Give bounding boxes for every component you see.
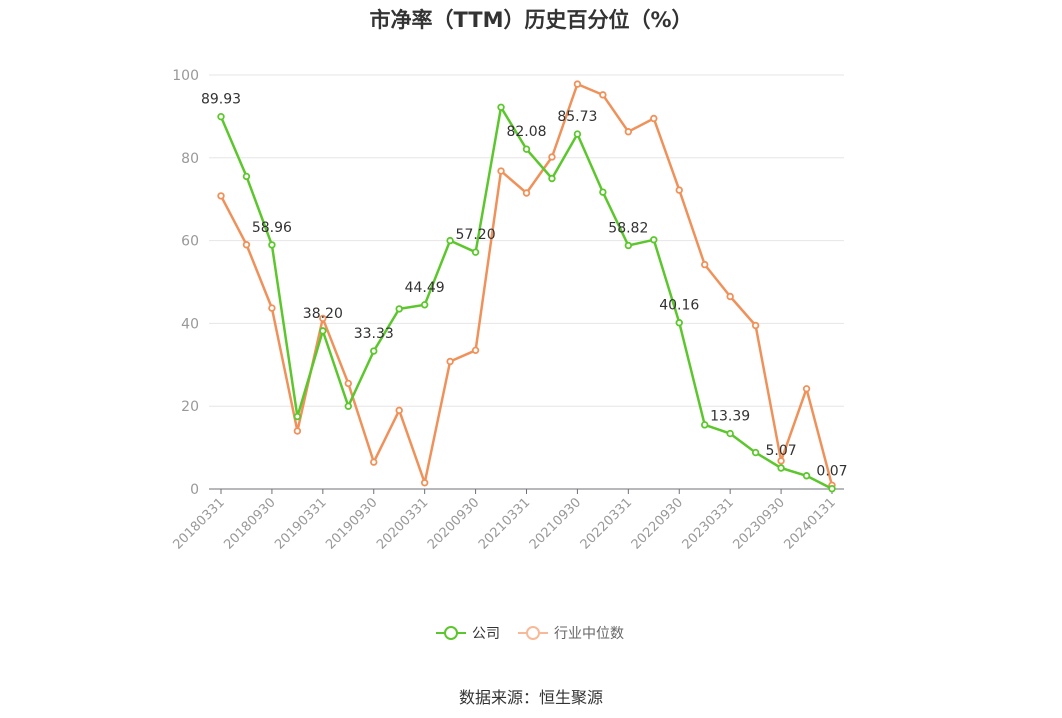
data-label: 85.73 (557, 109, 597, 125)
x-tick-label: 20220930 (629, 495, 686, 552)
data-label: 44.49 (405, 280, 445, 296)
data-point[interactable] (242, 241, 251, 249)
data-point[interactable] (420, 479, 429, 487)
data-point[interactable] (497, 103, 505, 111)
data-point[interactable] (319, 314, 327, 323)
data-point[interactable] (828, 485, 836, 493)
data-label: 5.07 (765, 443, 796, 459)
chart-title: 市净率（TTM）历史百分位（%） (369, 8, 693, 32)
x-tick-label: 20230930 (731, 495, 788, 552)
data-point[interactable] (650, 114, 658, 123)
x-tick-label: 20240131 (781, 495, 838, 552)
data-point[interactable] (802, 472, 811, 480)
legend-company-label: 公司 (472, 626, 500, 642)
x-tick-label: 20190930 (323, 495, 380, 552)
data-label: 0.07 (816, 464, 847, 480)
data-point[interactable] (293, 412, 302, 421)
data-point[interactable] (471, 248, 480, 256)
y-tick-label: 80 (181, 151, 199, 167)
data-label: 58.82 (608, 220, 648, 236)
data-label: 38.20 (303, 306, 343, 322)
data-point[interactable] (344, 402, 352, 410)
data-point[interactable] (548, 174, 556, 183)
data-point[interactable] (217, 112, 225, 121)
data-point[interactable] (522, 145, 531, 153)
data-point[interactable] (217, 192, 225, 200)
data-point[interactable] (573, 130, 582, 138)
data-point[interactable] (573, 80, 582, 88)
data-point[interactable] (726, 292, 734, 301)
data-point[interactable] (726, 429, 734, 438)
data-label: 58.96 (252, 220, 292, 236)
data-point[interactable] (701, 260, 709, 269)
data-point[interactable] (751, 321, 760, 330)
legend-company-icon (436, 625, 466, 641)
data-point[interactable] (497, 167, 505, 175)
y-tick-label: 0 (190, 482, 199, 498)
x-tick-label: 20220331 (578, 495, 635, 552)
data-point[interactable] (675, 186, 683, 194)
series-lines (217, 80, 836, 493)
y-tick-label: 40 (181, 316, 199, 332)
data-point[interactable] (777, 457, 785, 465)
data-source: 数据来源：恒生聚源 (458, 688, 603, 707)
data-point[interactable] (777, 464, 785, 472)
x-tick-label: 20200930 (425, 495, 482, 552)
legend-industry[interactable]: 行业中位数 (518, 623, 624, 643)
data-label: 57.20 (456, 227, 496, 243)
legend-industry-icon (518, 625, 548, 641)
x-tick-label: 20230331 (680, 495, 737, 552)
x-tick-label: 20210331 (476, 495, 533, 552)
data-point[interactable] (624, 241, 633, 250)
data-point[interactable] (293, 427, 302, 435)
data-point[interactable] (624, 128, 633, 136)
data-point[interactable] (395, 406, 403, 415)
data-point[interactable] (268, 241, 276, 249)
y-tick-label: 60 (181, 234, 199, 250)
data-point[interactable] (471, 346, 480, 355)
data-label: 33.33 (354, 326, 394, 342)
legend-industry-label: 行业中位数 (554, 626, 624, 642)
data-label: 13.39 (710, 409, 750, 425)
data-point[interactable] (548, 153, 556, 161)
series-line-0 (219, 106, 833, 490)
data-point[interactable] (701, 421, 709, 429)
data-point[interactable] (650, 236, 658, 244)
data-label: 82.08 (506, 124, 546, 140)
legend-company[interactable]: 公司 (436, 623, 500, 643)
x-tick-label: 20180930 (221, 495, 278, 552)
x-tick-label: 20190331 (272, 495, 329, 552)
data-point[interactable] (751, 448, 760, 457)
data-label: 40.16 (659, 298, 699, 314)
data-label: 89.93 (201, 92, 241, 108)
data-point[interactable] (242, 172, 251, 181)
data-point[interactable] (802, 385, 811, 393)
data-labels: 89.93 58.96 38.20 33.33 44.49 57.20 82.08 85.73… (201, 92, 848, 480)
y-tick-label: 20 (181, 399, 199, 415)
x-tick-label: 20180331 (170, 495, 227, 552)
data-point[interactable] (522, 189, 531, 197)
data-point[interactable] (370, 458, 378, 466)
x-tick-label: 20210930 (527, 495, 584, 552)
series-line-1 (219, 82, 834, 486)
y-tick-label: 100 (172, 68, 199, 84)
data-point[interactable] (599, 91, 607, 99)
data-point[interactable] (446, 236, 454, 245)
data-point[interactable] (344, 379, 352, 388)
data-point[interactable] (446, 357, 454, 366)
data-point[interactable] (395, 305, 403, 313)
data-point[interactable] (599, 188, 607, 196)
data-point[interactable] (370, 347, 378, 355)
x-tick-label: 20200331 (374, 495, 431, 552)
data-point[interactable] (268, 304, 276, 312)
data-point[interactable] (420, 301, 429, 309)
grid-lines (209, 74, 844, 407)
data-point[interactable] (675, 319, 683, 327)
data-point[interactable] (319, 327, 327, 335)
